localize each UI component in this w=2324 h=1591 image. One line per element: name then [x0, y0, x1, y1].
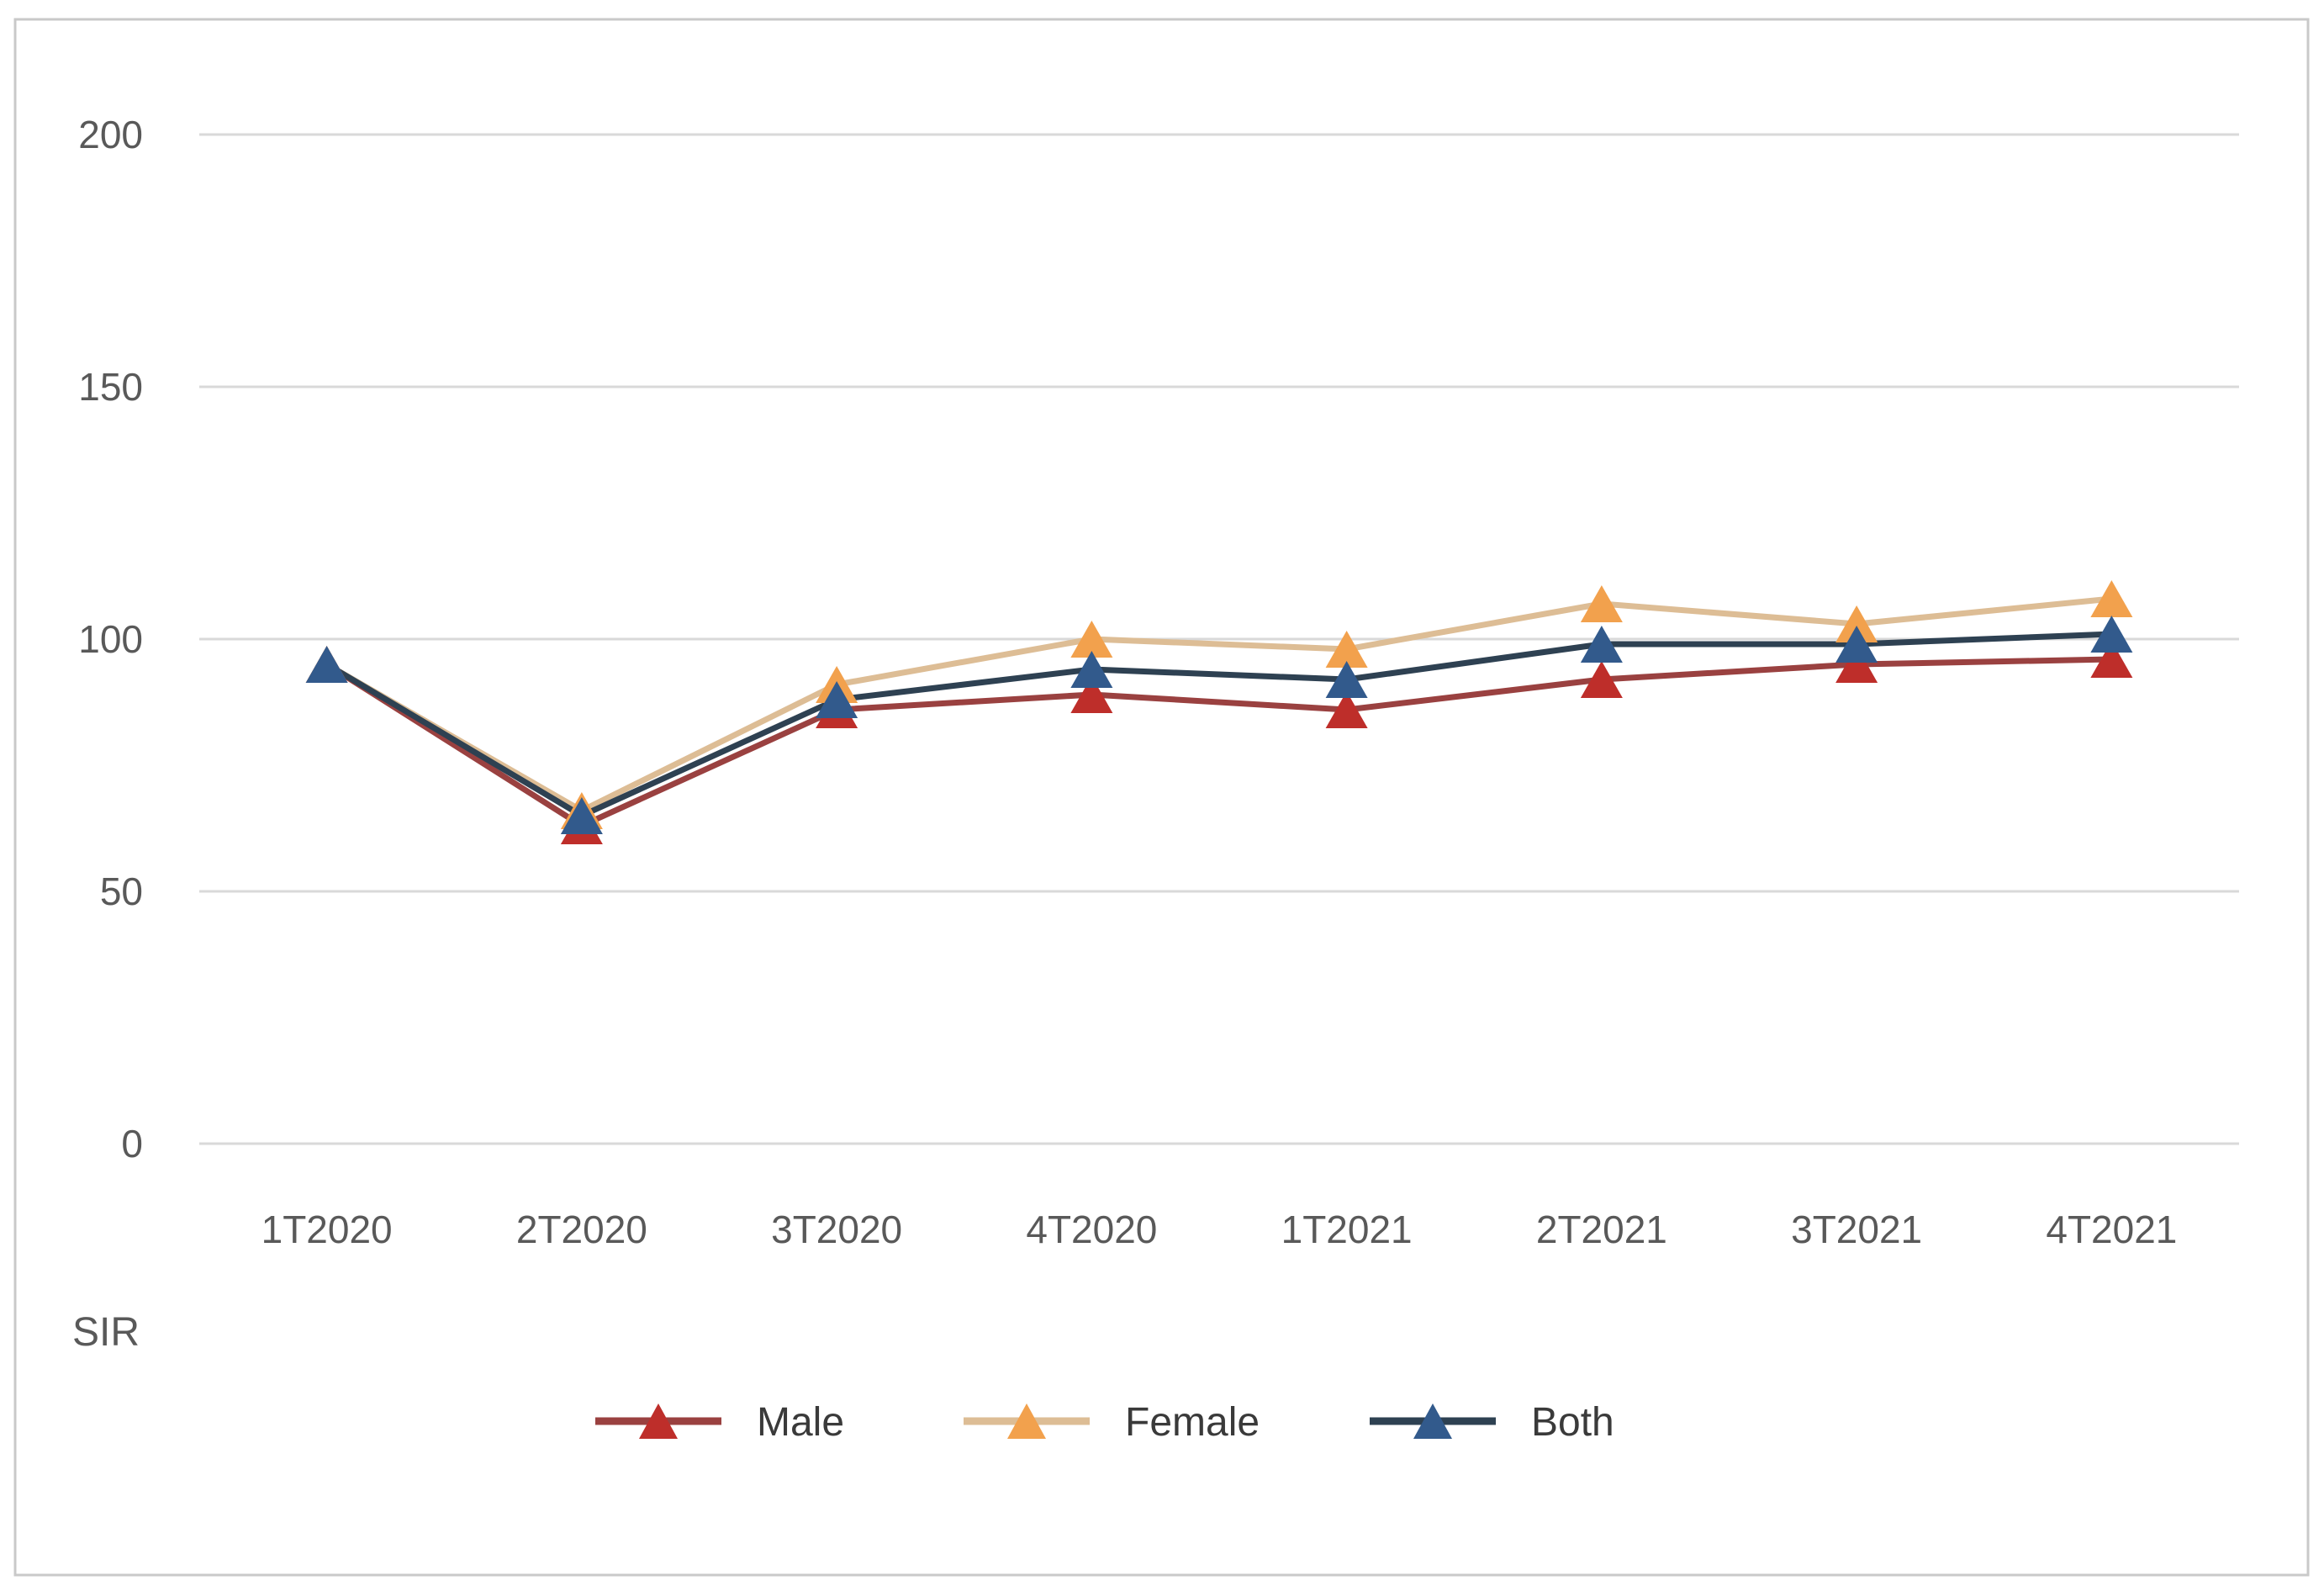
series-marker-male-5 [1580, 661, 1623, 698]
x-tick-label: 2T2021 [1536, 1208, 1667, 1251]
series-marker-both-5 [1580, 626, 1623, 663]
series-line-both [325, 631, 2112, 819]
x-tick-label: 1T2020 [261, 1208, 393, 1251]
series-marker-both-0 [305, 646, 348, 683]
legend-marker-both [1413, 1403, 1452, 1439]
y-tick-label: 100 [78, 617, 143, 661]
y-tick-label: 200 [78, 113, 143, 156]
x-tick-label: 3T2021 [1791, 1208, 1922, 1251]
x-tick-label: 4T2020 [1026, 1208, 1157, 1251]
series-marker-both-3 [1070, 651, 1113, 688]
series-marker-male-7 [2090, 641, 2133, 678]
figure-border [13, 18, 2310, 1577]
series-marker-male-3 [1070, 676, 1113, 713]
series-marker-both-7 [2090, 616, 2133, 653]
series-marker-both-2 [816, 681, 858, 718]
y-tick-label: 0 [121, 1122, 143, 1166]
series-line-female [325, 595, 2112, 814]
series-marker-both-6 [1835, 626, 1878, 663]
y-tick-label: 150 [78, 365, 143, 409]
series-line-male [325, 656, 2112, 829]
series-marker-male-4 [1325, 691, 1368, 728]
legend-label-male: Male [757, 1400, 844, 1445]
series-marker-female-7 [2090, 580, 2133, 617]
series-marker-male-6 [1835, 646, 1878, 683]
y-tick-label: 50 [100, 870, 143, 913]
series-marker-female-4 [1325, 631, 1368, 668]
series-marker-female-3 [1070, 621, 1113, 658]
x-tick-label: 1T2021 [1281, 1208, 1413, 1251]
x-tick-label: 3T2020 [771, 1208, 902, 1251]
x-tick-label: 2T2020 [516, 1208, 647, 1251]
legend-label-both: Both [1531, 1400, 1614, 1445]
series-marker-both-1 [560, 797, 603, 834]
series-marker-female-5 [1580, 585, 1623, 622]
legend-label-female: Female [1125, 1400, 1260, 1445]
legend-marker-male [639, 1403, 678, 1439]
series-marker-female-6 [1835, 605, 1878, 642]
legend-marker-female [1007, 1403, 1046, 1439]
x-tick-label: 4T2021 [2046, 1208, 2177, 1251]
series-marker-both-4 [1325, 661, 1368, 698]
y-axis-title: SIR [72, 1310, 140, 1355]
